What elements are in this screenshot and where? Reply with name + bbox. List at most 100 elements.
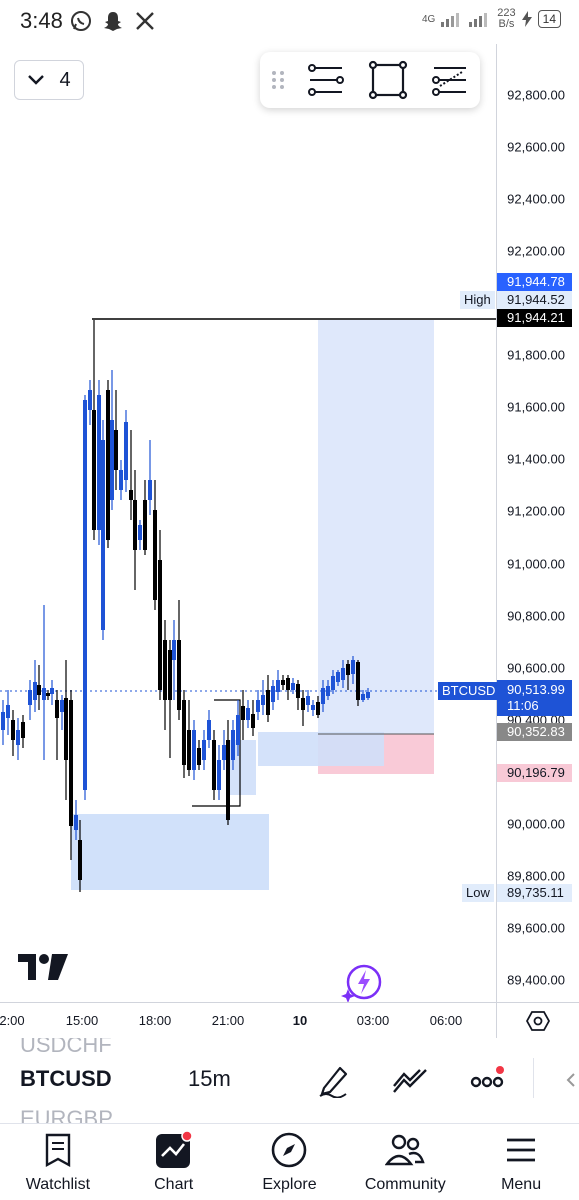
candle-body: [153, 510, 157, 600]
price-tick: 90,800.00: [507, 608, 565, 624]
candles-group: [1, 320, 370, 892]
nav-label: Menu: [501, 1176, 542, 1193]
pencil-draw-icon[interactable]: [316, 1062, 352, 1098]
net-speed-unit: B/s: [498, 18, 515, 30]
symbol-price-tag: BTCUSD: [438, 682, 500, 700]
demand-zone-3[interactable]: [71, 814, 269, 890]
current-interval[interactable]: 15m: [188, 1066, 231, 1091]
position-tool-icon[interactable]: [430, 60, 470, 100]
drag-handle-icon[interactable]: [268, 67, 288, 93]
object-settings-icon[interactable]: [306, 60, 346, 100]
candle-body: [46, 693, 50, 696]
status-bar: 3:48 4G 223 B/s 14: [0, 0, 579, 44]
nav-menu[interactable]: Menu: [463, 1124, 579, 1200]
candle-body: [222, 745, 226, 760]
price-tick: 91,400.00: [507, 451, 565, 467]
demand-zone-1[interactable]: [258, 732, 384, 766]
price-tick: 92,400.00: [507, 191, 565, 207]
chart-settings-button[interactable]: [496, 1002, 579, 1038]
candle-body: [356, 662, 360, 700]
position-profit-zone[interactable]: [318, 320, 434, 734]
candle-body: [306, 696, 310, 705]
price-tick: 91,600.00: [507, 399, 565, 415]
price-tick: 89,400.00: [507, 972, 565, 988]
candle-body: [226, 740, 230, 820]
candle-body: [182, 700, 186, 765]
candle-body: [336, 672, 340, 682]
candle-body: [158, 560, 162, 690]
candle-body: [33, 682, 37, 700]
candlestick-chart[interactable]: [0, 44, 496, 1002]
candle-body: [207, 720, 211, 740]
x-logo-icon: [136, 12, 154, 30]
nav-explore[interactable]: Explore: [232, 1124, 348, 1200]
battery-indicator: 14: [537, 10, 561, 28]
candle-body: [11, 720, 15, 740]
candle-body: [110, 420, 114, 500]
symbol-bar-divider: [533, 1058, 534, 1098]
price-axis[interactable]: 92,800.00 92,600.00 92,400.00 92,200.00 91,8…: [496, 44, 579, 1002]
candle-body: [114, 430, 118, 470]
candle-body: [266, 690, 270, 715]
price-tick: 91,000.00: [507, 556, 565, 572]
candle-body: [28, 690, 32, 705]
bounding-box-icon[interactable]: [368, 60, 408, 100]
chart-canvas[interactable]: 4: [0, 44, 496, 1003]
candle-body: [301, 698, 305, 710]
trendline-bracket[interactable]: [192, 699, 241, 807]
candle-body: [163, 640, 167, 700]
candle-body: [143, 500, 147, 550]
candle-body: [316, 702, 320, 715]
time-tick: 03:00: [356, 1013, 390, 1028]
candle-body: [346, 664, 350, 675]
price-label-black: 91,944.21: [497, 309, 572, 327]
price-tick: 90,000.00: [507, 816, 565, 832]
time-axis[interactable]: 2:00 15:00 18:00 21:00 10 03:00 06:00: [0, 1002, 496, 1038]
signal-icon-2: [469, 13, 488, 27]
price-tick: 92,200.00: [507, 243, 565, 259]
price-tick: 91,800.00: [507, 347, 565, 363]
nav-chart[interactable]: Chart: [116, 1124, 232, 1200]
interval-menu-button[interactable]: 4: [14, 60, 84, 100]
more-options-icon[interactable]: [470, 1062, 510, 1098]
chevron-left-icon[interactable]: [564, 1072, 578, 1088]
next-symbol[interactable]: EURGBP: [20, 1106, 113, 1124]
price-label-high: 91,944.52: [497, 291, 572, 309]
price-label-low: 89,735.11: [497, 884, 572, 902]
candle-body: [311, 705, 315, 710]
current-symbol[interactable]: BTCUSD: [20, 1066, 112, 1091]
status-right: 4G 223 B/s 14: [422, 8, 561, 30]
net-speed-value: 223: [497, 7, 516, 19]
nav-watchlist[interactable]: Watchlist: [0, 1124, 116, 1200]
candle-body: [321, 688, 325, 704]
community-icon: [385, 1134, 425, 1166]
candle-body: [168, 650, 172, 700]
time-tick: 2:00: [0, 1013, 25, 1028]
candle-body: [246, 708, 250, 720]
candle-body: [97, 395, 101, 530]
candle-body: [83, 400, 87, 790]
price-tick: 92,600.00: [507, 139, 565, 155]
lightning-badge-icon[interactable]: [340, 962, 384, 1006]
net-speed: 223 B/s: [497, 8, 515, 30]
candle-body: [236, 715, 240, 745]
candle-body: [129, 490, 133, 500]
nav-community[interactable]: Community: [347, 1124, 463, 1200]
candle-body: [281, 680, 285, 685]
trend-lines-icon[interactable]: [390, 1062, 430, 1098]
prev-symbol[interactable]: USDCHF: [20, 1038, 112, 1057]
network-type: 4G: [421, 13, 436, 25]
candle-body: [133, 500, 137, 550]
time-tick-day: 10: [292, 1013, 308, 1028]
candle-body: [64, 698, 68, 760]
price-tick: 90,600.00: [507, 660, 565, 676]
candle-body: [16, 730, 20, 745]
symbol-bar: USDCHF BTCUSD 15m EURGBP: [0, 1038, 579, 1124]
signal-icon: [441, 13, 460, 27]
candle-body: [351, 660, 355, 674]
candle-body: [50, 688, 54, 694]
tradingview-logo: [18, 954, 68, 980]
candle-body: [6, 705, 10, 718]
demand-zone-2[interactable]: [226, 740, 256, 795]
snapchat-icon: [104, 12, 122, 31]
